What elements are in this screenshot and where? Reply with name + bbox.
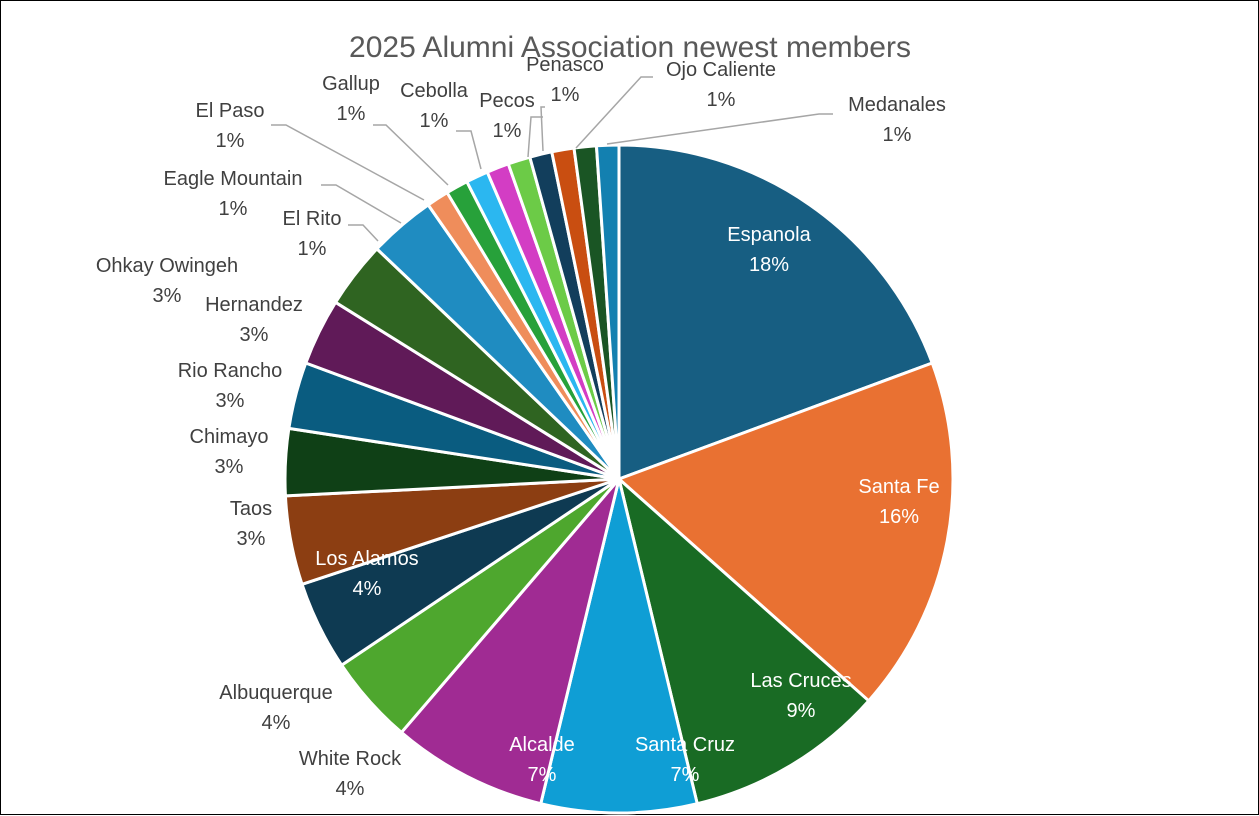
data-label-espanola: Espanola 18% <box>727 224 811 276</box>
data-label-value: 4% <box>353 578 382 600</box>
data-label-category: El Rito <box>283 208 342 230</box>
data-label-rio-rancho: Rio Rancho 3% <box>178 360 283 412</box>
data-label-el-rito: El Rito 1% <box>283 208 342 260</box>
data-label-category: Taos <box>230 498 272 520</box>
data-label-las-cruces: Las Cruces 9% <box>750 670 851 722</box>
data-label-gallup: Gallup 1% <box>322 73 380 125</box>
data-label-value: 16% <box>879 506 919 528</box>
pie-slice-santa-fe <box>617 361 955 703</box>
data-label-category: Alcalde <box>509 734 575 756</box>
data-label-santa-fe: Santa Fe 16% <box>858 476 939 528</box>
data-label-value: 1% <box>298 238 327 260</box>
chart-title: 2025 Alumni Association newest members <box>349 31 911 64</box>
data-labels-layer: Espanola 18% Santa Fe 16% Las Cruces 9% Santa … <box>96 54 946 800</box>
data-label-value: 4% <box>336 778 365 800</box>
pie-slice-espanola <box>617 143 934 481</box>
data-label-ohkay-owingeh: Ohkay Owingeh 3% <box>96 255 238 307</box>
data-label-category: El Paso <box>196 100 265 122</box>
data-label-cebolla: Cebolla 1% <box>400 80 469 132</box>
data-label-value: 3% <box>240 324 269 346</box>
data-label-category: Pecos <box>479 90 535 112</box>
data-label-penasco: Penasco 1% <box>526 54 604 106</box>
leader-line-ojo-caliente <box>575 76 653 149</box>
slices-layer <box>283 143 955 815</box>
data-label-value: 3% <box>216 390 245 412</box>
data-label-category: Gallup <box>322 73 380 95</box>
data-label-value: 18% <box>749 254 789 276</box>
leader-line-el-paso <box>271 124 425 201</box>
data-label-value: 1% <box>551 84 580 106</box>
data-label-santa-cruz: Santa Cruz 7% <box>635 734 735 786</box>
data-label-category: Albuquerque <box>219 682 332 704</box>
data-label-taos: Taos 3% <box>230 498 272 550</box>
data-label-value: 1% <box>420 110 449 132</box>
data-label-value: 7% <box>671 764 700 786</box>
data-label-value: 1% <box>216 130 245 152</box>
data-label-value: 1% <box>883 124 912 146</box>
data-label-el-paso: El Paso 1% <box>196 100 265 152</box>
data-label-category: Las Cruces <box>750 670 851 692</box>
data-label-value: 3% <box>153 285 182 307</box>
data-label-medanales: Medanales 1% <box>848 94 946 146</box>
data-label-eagle-mountain: Eagle Mountain 1% <box>164 168 303 220</box>
data-label-category: Chimayo <box>190 426 269 448</box>
leader-line-pecos <box>527 116 543 158</box>
data-label-value: 9% <box>787 700 816 722</box>
leader-lines-layer <box>271 76 833 242</box>
data-label-value: 3% <box>237 528 266 550</box>
data-label-category: Santa Fe <box>858 476 939 498</box>
leader-line-gallup <box>373 124 449 186</box>
data-label-alcalde: Alcalde 7% <box>509 734 575 786</box>
data-label-los-alamos: Los Alamos 4% <box>315 548 418 600</box>
data-label-category: Ohkay Owingeh <box>96 255 238 277</box>
leader-line-eagle-mountain <box>321 184 402 224</box>
data-label-value: 7% <box>528 764 557 786</box>
leader-line-el-rito <box>348 224 379 242</box>
data-label-category: Santa Cruz <box>635 734 735 756</box>
data-label-value: 4% <box>262 712 291 734</box>
data-label-pecos: Pecos 1% <box>479 90 535 142</box>
pie-slice-las-cruces <box>617 477 871 806</box>
data-label-category: Los Alamos <box>315 548 418 570</box>
data-label-value: 1% <box>219 198 248 220</box>
data-label-value: 1% <box>337 103 366 125</box>
data-label-value: 1% <box>493 120 522 142</box>
pie-slice-santa-cruz <box>539 477 699 815</box>
data-label-value: 3% <box>215 456 244 478</box>
data-label-chimayo: Chimayo 3% <box>190 426 269 478</box>
data-label-ojo-caliente: Ojo Caliente 1% <box>666 59 776 111</box>
data-label-value: 1% <box>707 89 736 111</box>
data-label-category: Rio Rancho <box>178 360 283 382</box>
leader-line-medanales <box>606 113 833 145</box>
pie-slice-alcalde <box>399 477 621 806</box>
leader-line-cebolla <box>456 130 482 170</box>
data-label-category: Ojo Caliente <box>666 59 776 81</box>
data-label-category: Penasco <box>526 54 604 76</box>
data-label-category: Cebolla <box>400 80 469 102</box>
data-label-albuquerque: Albuquerque 4% <box>219 682 332 734</box>
data-label-hernandez: Hernandez 3% <box>205 294 303 346</box>
data-label-category: Espanola <box>727 224 811 246</box>
data-label-category: Medanales <box>848 94 946 116</box>
leader-line-penasco <box>540 106 545 152</box>
data-label-category: White Rock <box>299 748 402 770</box>
data-label-category: Eagle Mountain <box>164 168 303 190</box>
data-label-white-rock: White Rock 4% <box>299 748 402 800</box>
data-label-category: Hernandez <box>205 294 303 316</box>
pie-slice-medanales <box>594 143 621 481</box>
